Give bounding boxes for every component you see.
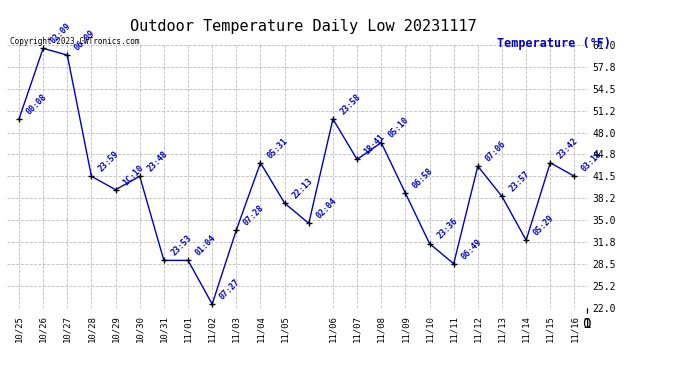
Text: 23:53: 23:53: [170, 234, 193, 258]
Text: 03:18: 03:18: [580, 149, 604, 174]
Text: 07:06: 07:06: [484, 140, 507, 164]
Text: 05:31: 05:31: [266, 136, 290, 160]
Text: 23:48: 23:48: [146, 149, 169, 174]
Text: 23:57: 23:57: [508, 170, 531, 194]
Text: 01:04: 01:04: [194, 234, 217, 258]
Text: 23:42: 23:42: [556, 136, 580, 160]
Text: 06:49: 06:49: [460, 237, 483, 261]
Text: 07:28: 07:28: [242, 203, 266, 227]
Text: 18:41: 18:41: [363, 133, 386, 157]
Text: 22:13: 22:13: [290, 176, 314, 200]
Text: 06:09: 06:09: [73, 28, 97, 53]
Text: Temperature (°F): Temperature (°F): [497, 38, 611, 51]
Text: 05:29: 05:29: [532, 213, 555, 237]
Text: 1C:10: 1C:10: [121, 163, 145, 187]
Text: 02:09: 02:09: [49, 21, 72, 46]
Text: 05:10: 05:10: [387, 116, 411, 140]
Text: 23:59: 23:59: [97, 149, 121, 174]
Text: 00:08: 00:08: [25, 92, 48, 116]
Text: 23:36: 23:36: [435, 217, 459, 241]
Text: 23:58: 23:58: [339, 92, 362, 116]
Text: Outdoor Temperature Daily Low 20231117: Outdoor Temperature Daily Low 20231117: [130, 19, 477, 34]
Text: 06:58: 06:58: [411, 166, 435, 190]
Text: 07:27: 07:27: [218, 278, 241, 302]
Text: 02:04: 02:04: [315, 196, 338, 220]
Text: Copyright 2023 CWTronics.com: Copyright 2023 CWTronics.com: [10, 38, 140, 46]
